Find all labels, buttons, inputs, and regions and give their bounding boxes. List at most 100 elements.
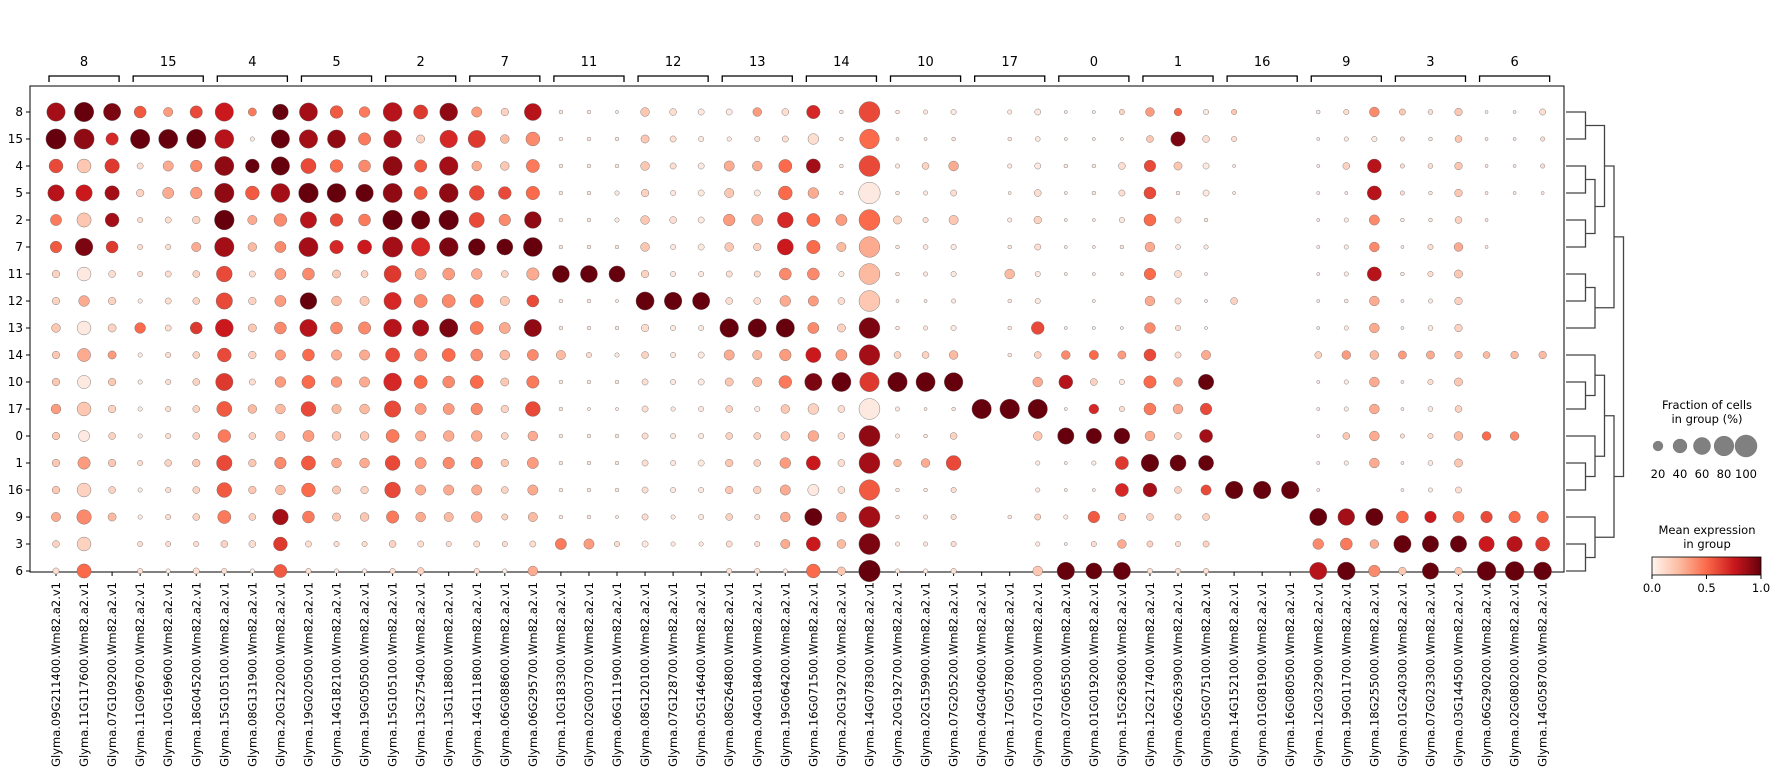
dot-mark <box>614 487 620 493</box>
dot-mark <box>558 406 564 412</box>
dot-mark <box>778 375 792 389</box>
gene-group-bracket <box>1058 75 1130 82</box>
dot-mark <box>51 350 61 360</box>
dot-mark <box>301 375 316 389</box>
x-tick-label: Glyma.04G018400.Wm82.a2.v1 <box>750 582 764 767</box>
dot-mark <box>1031 321 1045 335</box>
dot-mark <box>697 351 705 359</box>
x-tick-label: Glyma.14G058700.Wm82.a2.v1 <box>1536 582 1550 767</box>
dot-mark <box>1115 483 1129 497</box>
dot-mark <box>468 212 485 228</box>
dot-mark <box>586 514 592 520</box>
dot-mark <box>1118 162 1126 170</box>
x-tick-label: Glyma.02G003700.Wm82.a2.v1 <box>582 582 596 767</box>
dot-mark <box>470 348 483 362</box>
dot-mark <box>247 242 257 252</box>
dot-mark <box>445 541 452 547</box>
gene-group-bracket <box>721 75 793 82</box>
dot-mark <box>1064 110 1068 114</box>
dot-mark <box>439 183 459 203</box>
dot-mark <box>615 110 619 114</box>
dot-mark <box>248 513 257 521</box>
dot-mark <box>1343 109 1350 115</box>
dot-mark <box>331 295 342 307</box>
dot-mark <box>1343 406 1349 412</box>
dot-mark <box>1455 486 1462 494</box>
dot-mark <box>923 568 928 574</box>
dot-mark <box>108 486 116 494</box>
dot-mark <box>923 137 928 141</box>
dendrogram-link <box>1614 236 1625 478</box>
dot-mark <box>382 156 403 176</box>
dot-mark <box>1113 427 1131 445</box>
dot-mark <box>525 186 540 200</box>
dot-mark <box>137 244 144 250</box>
x-tick-label: Glyma.20G192700.Wm82.a2.v1 <box>834 582 848 767</box>
dot-mark <box>137 298 143 304</box>
dot-mark <box>915 372 936 392</box>
dendrogram-link <box>1566 286 1596 329</box>
dot-mark <box>1400 433 1405 439</box>
dot-mark <box>837 566 846 576</box>
dot-mark <box>526 159 540 173</box>
dot-mark <box>1034 513 1042 521</box>
colorbar-tick-label: 1.0 <box>1752 581 1770 595</box>
dot-mark <box>1203 244 1209 250</box>
dot-mark <box>726 136 732 142</box>
dot-mark <box>1174 486 1182 494</box>
dot-mark <box>640 107 650 117</box>
dot-mark <box>1201 350 1211 360</box>
dot-mark <box>697 243 705 251</box>
dot-mark <box>586 244 592 250</box>
x-tick-label: Glyma.16G080500.Wm82.a2.v1 <box>1283 582 1297 767</box>
dot-mark <box>1427 460 1434 466</box>
dot-mark <box>1535 536 1550 552</box>
dot-mark <box>383 265 402 283</box>
dot-mark <box>414 348 428 362</box>
dot-mark <box>443 484 455 496</box>
size-legend-label: 40 <box>1673 467 1688 481</box>
dot-mark <box>525 401 541 417</box>
dot-mark <box>217 429 231 443</box>
dot-mark <box>1344 298 1349 304</box>
dot-mark <box>326 183 347 203</box>
dot-mark <box>1143 267 1156 281</box>
dot-mark <box>725 270 733 278</box>
dot-mark <box>137 568 144 574</box>
dot-mark <box>501 486 509 494</box>
dot-mark <box>692 292 711 310</box>
dot-mark <box>950 189 957 197</box>
dot-mark <box>359 512 370 522</box>
dot-mark <box>1231 136 1237 142</box>
dot-mark <box>468 238 486 256</box>
dot-mark <box>1367 158 1382 174</box>
dot-mark <box>46 102 66 122</box>
dot-mark <box>752 350 763 360</box>
dot-mark <box>1316 164 1321 168</box>
dot-mark <box>469 321 484 335</box>
dot-mark <box>192 378 200 386</box>
dot-mark <box>1142 482 1158 498</box>
dot-mark <box>725 405 733 413</box>
y-tick-label: 0 <box>15 429 23 443</box>
dot-mark <box>725 513 733 521</box>
dot-mark <box>245 185 260 201</box>
dot-mark <box>1343 325 1349 331</box>
dot-mark <box>614 217 620 223</box>
dot-mark <box>74 102 94 122</box>
dot-mark <box>670 460 676 466</box>
dot-mark <box>76 320 92 336</box>
dot-mark <box>836 539 847 549</box>
dot-mark <box>301 482 316 498</box>
dot-mark <box>1033 431 1043 441</box>
dot-mark <box>1092 299 1096 303</box>
dot-mark <box>50 214 62 226</box>
dot-mark <box>698 487 705 493</box>
x-tick-label: Glyma.14G152100.Wm82.a2.v1 <box>1227 582 1241 767</box>
dot-mark <box>190 186 203 200</box>
dot-mark <box>439 129 458 148</box>
dot-mark <box>1426 350 1435 360</box>
dot-mark <box>1536 510 1549 524</box>
dot-mark <box>302 510 315 524</box>
dot-mark <box>192 513 200 521</box>
